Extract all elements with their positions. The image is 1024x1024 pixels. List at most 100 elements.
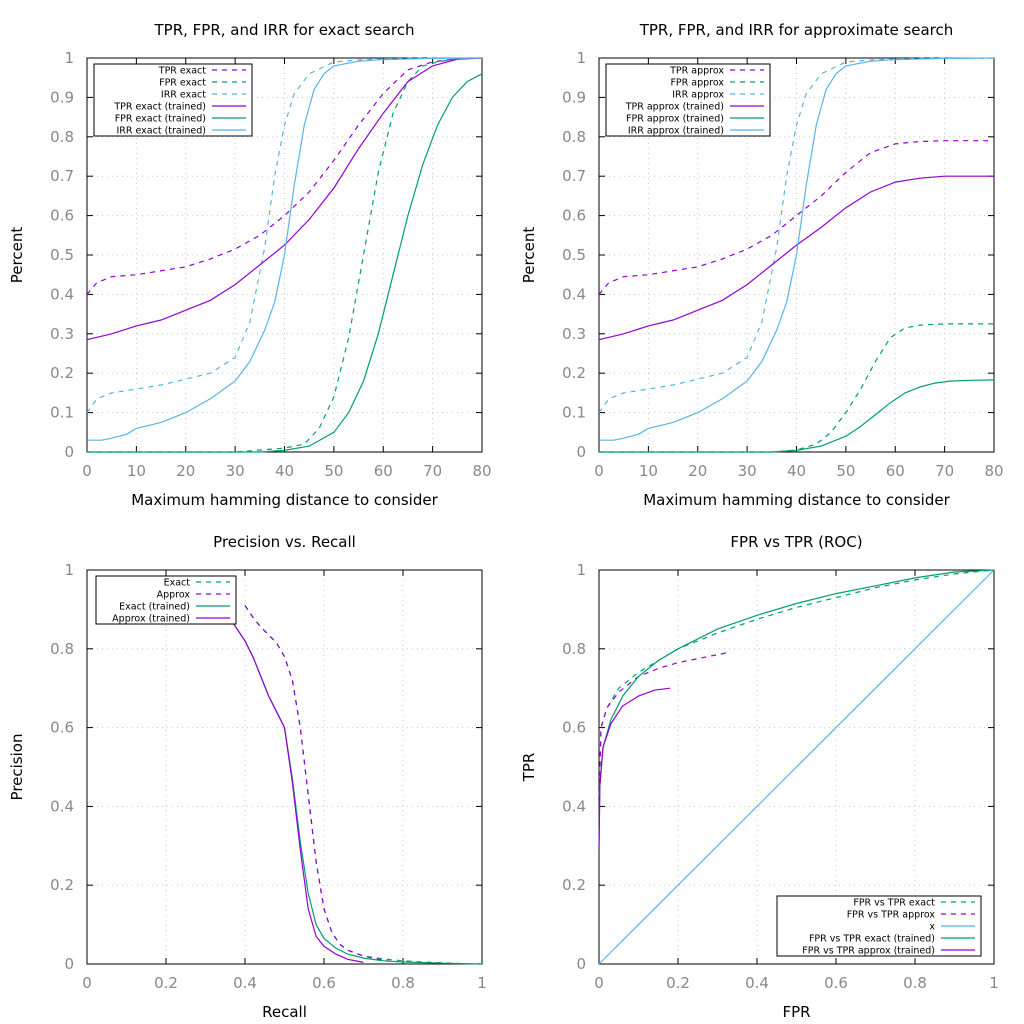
series-line-fpr-approx-trained [599,379,995,453]
x-tick-label: 40 [787,462,806,480]
x-tick-label: 0.8 [903,974,927,992]
x-tick-label: 70 [423,462,442,480]
y-tick-label: 0 [576,443,586,461]
y-tick-label: 0.2 [562,876,586,894]
chart-tl: 0 10 20 30 40 50 60 70 80 0 0.1 0.2 0.3 0.4 0.5 0.6 0.7 0… [8,21,492,509]
y-tick-label: 0.6 [562,207,586,225]
legend-label: FPR exact [159,78,206,89]
series-line-tpr-approx-trained [598,175,994,341]
x-tick-label: 60 [886,462,905,480]
series-line-fpr-approx [599,323,994,453]
y-tick-label: 0.8 [562,640,586,658]
legend-label: FPR vs TPR approx (trained) [802,946,935,957]
x-tick-label: 0 [594,462,604,480]
x-tick-label: 0 [594,974,604,992]
legend-box [93,63,253,137]
series-line-irr-exact-trained [87,57,483,441]
chart-title: TPR, FPR, and IRR for exact search [154,21,415,39]
legend-box [605,63,771,137]
y-tick-label: 0.4 [562,285,586,303]
x-axis-label: FPR [782,1003,810,1021]
x-tick-label: 80 [472,462,491,480]
chart-title: Precision vs. Recall [213,533,356,551]
y-tick-label: 0.3 [50,325,74,343]
legend-label: x [929,922,935,933]
series-line-exact [244,605,483,965]
y-axis-label: TPR [520,753,538,783]
x-tick-label: 0 [82,974,92,992]
y-tick-label: 0.5 [562,246,586,264]
legend-label: TPR approx [669,66,724,77]
x-tick-label: 30 [226,462,245,480]
series-line-irr-approx [598,57,994,413]
series-line-irr-approx-trained [599,57,995,441]
y-tick-label: 0 [64,443,74,461]
y-tick-label: 0.4 [50,797,74,815]
legend-label: FPR vs TPR exact (trained) [809,934,935,945]
x-tick-label: 70 [935,462,954,480]
y-tick-label: 0.9 [562,88,586,106]
series-line-approx-trained [199,581,364,963]
series-line-approx [244,605,396,963]
chart-tr: 0 10 20 30 40 50 60 70 80 0 0.1 0.2 0.3 0.4 0.5 0.6 0.7 0… [520,21,1004,509]
y-tick-label: 0.2 [50,364,74,382]
legend-label: FPR vs TPR exact [853,898,935,909]
y-axis-label: Percent [520,227,538,284]
plot-frame [86,569,483,965]
y-tick-label: 0.1 [50,404,74,422]
x-axis-label: Maximum hamming distance to consider [643,491,950,509]
y-tick-label: 0.9 [50,88,74,106]
legend-label: Approx [157,590,191,601]
y-tick-label: 0.2 [50,876,74,894]
x-tick-label: 50 [324,462,343,480]
y-tick-label: 0.7 [50,167,74,185]
series-line-tpr-approx [598,140,994,295]
x-tick-label: 1 [477,974,487,992]
legend-label: Exact (trained) [119,602,190,613]
x-tick-label: 0.2 [154,974,178,992]
y-tick-label: 0.5 [50,246,74,264]
legend-label: IRR approx [672,90,724,101]
y-tick-label: 0.8 [50,640,74,658]
legend-label: IRR approx (trained) [628,126,724,137]
legend-label: IRR exact (trained) [116,126,206,137]
y-tick-label: 0 [64,955,74,973]
series-line-fpr-vs-tpr-approx-trained [598,687,671,850]
chart-br: 0 0.2 0.4 0.6 0.8 1 0 0.2 0.4 0.6 0.8 1 FPR vs TPR (… [520,533,999,1021]
x-tick-label: 20 [176,462,195,480]
legend-label: FPR vs TPR approx [847,910,936,921]
x-tick-label: 10 [639,462,658,480]
x-tick-label: 0.6 [824,974,848,992]
x-tick-label: 10 [127,462,146,480]
legend-label: Exact [164,578,191,589]
y-tick-label: 0.2 [562,364,586,382]
x-tick-label: 40 [275,462,294,480]
y-tick-label: 1 [576,561,586,579]
series-line-fpr-vs-tpr-exact [598,569,995,807]
y-axis-label: Percent [8,227,26,284]
legend-label: FPR exact (trained) [115,114,206,125]
x-tick-label: 0 [82,462,92,480]
x-tick-label: 50 [836,462,855,480]
legend-label: TPR exact [158,66,206,77]
legend-label: TPR exact (trained) [113,102,206,113]
series-line-tpr-exact-trained [86,57,483,341]
legend-box [95,575,237,625]
y-tick-label: 0.8 [50,128,74,146]
plot-frame [598,569,995,965]
y-tick-label: 0.1 [562,404,586,422]
y-tick-label: 1 [64,561,74,579]
series-line-x [598,569,995,965]
x-tick-label: 80 [984,462,1003,480]
x-axis-label: Maximum hamming distance to consider [131,491,438,509]
series-line-fpr-exact-trained [87,73,483,453]
y-tick-label: 0.4 [562,797,586,815]
series-line-irr-exact [86,57,482,413]
y-tick-label: 0.7 [562,167,586,185]
chart-title: FPR vs TPR (ROC) [730,533,862,551]
x-tick-label: 20 [688,462,707,480]
